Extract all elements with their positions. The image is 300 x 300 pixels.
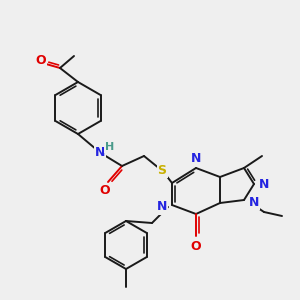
Text: O: O [191,239,201,253]
Text: S: S [158,164,166,176]
Text: N: N [259,178,269,190]
Text: N: N [157,200,167,214]
Text: N: N [249,196,259,208]
Text: O: O [100,184,110,197]
Text: N: N [95,146,105,158]
Text: H: H [105,142,115,152]
Text: N: N [191,152,201,166]
Text: O: O [36,55,46,68]
